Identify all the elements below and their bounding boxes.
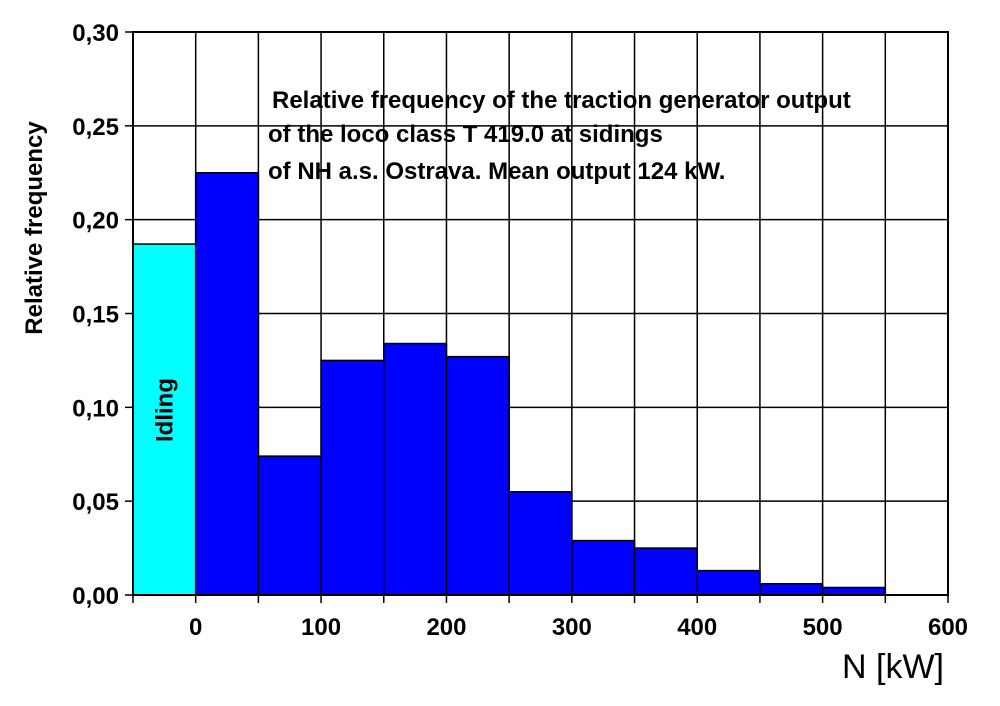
histogram-bar [445,355,510,596]
y-tick-label: 0,25 [72,114,119,141]
histogram-bar [320,359,385,596]
annotation-line-2: of the loco class T 419.0 at sidings [268,121,663,148]
histogram-bar [633,547,698,596]
idling-label: Idling [151,378,178,442]
y-tick-label: 0,05 [72,489,119,516]
x-axis-title: N [kW] [842,648,944,686]
axis-ticks: 0 100 200 300 400 500 600 0,00 0,05 0,10 0,15 0,20 0… [72,20,968,641]
histogram-bar [759,582,824,596]
histogram-bar [571,539,636,596]
annotation-line-1: Relative frequency of the traction gener… [272,87,851,114]
histogram-bar [194,172,260,596]
x-tick-label: 200 [426,614,466,641]
histogram-bar [821,586,887,596]
histogram-bar [383,342,448,596]
histogram-bar [257,455,322,596]
x-tick-label: 300 [552,614,592,641]
x-tick-label: 500 [803,614,843,641]
y-tick-label: 0,10 [72,395,119,422]
y-tick-label: 0,30 [72,20,119,47]
histogram-bar [508,491,573,596]
y-tick-label: 0,00 [72,583,119,610]
y-axis-title: Relative frequency [21,121,48,335]
y-tick-label: 0,15 [72,302,119,329]
x-tick-label: 600 [928,614,968,641]
histogram-bar [696,569,761,596]
annotation-line-3: of NH a.s. Ostrava. Mean output 124 kW. [268,158,725,185]
x-tick-label: 100 [301,614,341,641]
bars [132,172,887,596]
x-tick-label: 0 [189,614,202,641]
y-tick-label: 0,20 [72,208,119,235]
x-tick-label: 400 [677,614,717,641]
